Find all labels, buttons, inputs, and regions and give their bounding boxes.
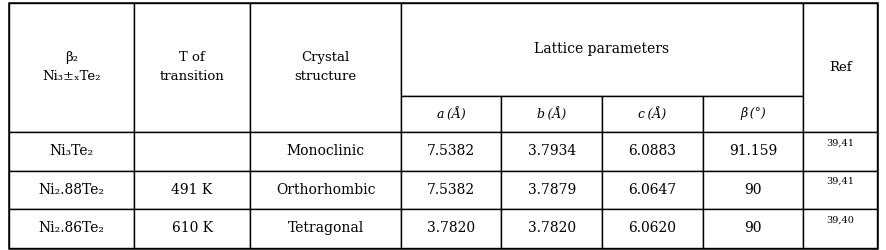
Bar xyxy=(703,171,803,209)
Bar xyxy=(803,171,877,209)
Text: 3.7820: 3.7820 xyxy=(427,221,475,235)
Text: 7.5382: 7.5382 xyxy=(427,144,475,158)
Text: Tetragonal: Tetragonal xyxy=(287,221,363,235)
Bar xyxy=(501,96,602,132)
Bar xyxy=(703,209,803,248)
Text: Ni₂.88Te₂: Ni₂.88Te₂ xyxy=(38,183,105,197)
Bar xyxy=(401,132,501,171)
Bar xyxy=(250,132,401,171)
Text: 6.0647: 6.0647 xyxy=(628,183,676,197)
Text: 3.7934: 3.7934 xyxy=(528,144,576,158)
Bar xyxy=(134,171,250,209)
Text: Ni₂.86Te₂: Ni₂.86Te₂ xyxy=(38,221,105,235)
Text: β (°): β (°) xyxy=(740,107,766,120)
Text: 91.159: 91.159 xyxy=(728,144,777,158)
Bar xyxy=(9,171,134,209)
Bar xyxy=(250,209,401,248)
Text: 491 K: 491 K xyxy=(172,183,213,197)
Text: 39,41: 39,41 xyxy=(826,138,854,147)
Bar xyxy=(602,132,703,171)
Bar xyxy=(134,2,250,132)
Text: Ni₃Te₂: Ni₃Te₂ xyxy=(50,144,94,158)
Text: 6.0883: 6.0883 xyxy=(628,144,676,158)
Bar xyxy=(803,132,877,171)
Text: T of
transition: T of transition xyxy=(159,51,224,83)
Bar xyxy=(803,209,877,248)
Bar xyxy=(250,2,401,132)
Text: b (Å): b (Å) xyxy=(537,107,566,121)
Text: 39,40: 39,40 xyxy=(826,215,854,224)
Bar xyxy=(134,132,250,171)
Bar xyxy=(602,209,703,248)
Bar xyxy=(703,132,803,171)
Text: 610 K: 610 K xyxy=(172,221,213,235)
Text: 90: 90 xyxy=(744,183,762,197)
Bar xyxy=(803,2,877,132)
Bar xyxy=(9,209,134,248)
Bar xyxy=(401,171,501,209)
Bar xyxy=(250,171,401,209)
Bar xyxy=(9,2,134,132)
Bar xyxy=(501,209,602,248)
Bar xyxy=(9,132,134,171)
Text: 3.7820: 3.7820 xyxy=(528,221,576,235)
Text: 3.7879: 3.7879 xyxy=(528,183,576,197)
Text: Crystal
structure: Crystal structure xyxy=(294,51,357,83)
Bar xyxy=(703,96,803,132)
Text: c (Å): c (Å) xyxy=(638,107,666,121)
Text: 90: 90 xyxy=(744,221,762,235)
Text: a (Å): a (Å) xyxy=(437,107,466,121)
Text: Monoclinic: Monoclinic xyxy=(286,144,365,158)
Bar xyxy=(401,209,501,248)
Text: Lattice parameters: Lattice parameters xyxy=(534,42,670,56)
Bar xyxy=(134,209,250,248)
Text: Orthorhombic: Orthorhombic xyxy=(276,183,376,197)
Bar xyxy=(401,2,803,96)
Bar xyxy=(602,171,703,209)
Text: 6.0620: 6.0620 xyxy=(628,221,676,235)
Bar xyxy=(602,96,703,132)
Text: Ref: Ref xyxy=(828,61,851,74)
Bar xyxy=(501,132,602,171)
Text: 7.5382: 7.5382 xyxy=(427,183,475,197)
Bar xyxy=(501,171,602,209)
Text: β₂
Ni₃±ₓTe₂: β₂ Ni₃±ₓTe₂ xyxy=(43,51,101,83)
Text: 39,41: 39,41 xyxy=(826,177,854,186)
Bar xyxy=(401,96,501,132)
